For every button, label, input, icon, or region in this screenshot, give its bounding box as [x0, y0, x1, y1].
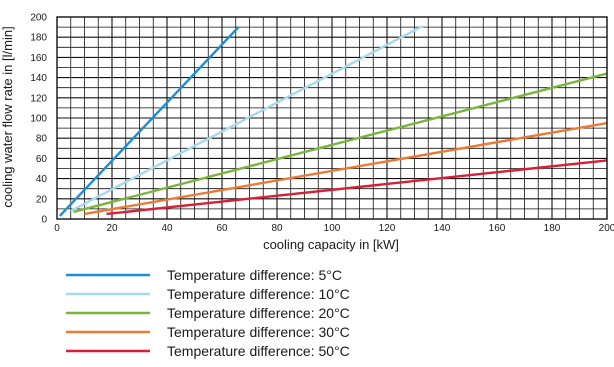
- y-tick-label: 120: [30, 93, 47, 104]
- x-tick-label: 160: [489, 223, 506, 234]
- tick-labels: 0 20 40 60 80 100 120 140 160 180 200 0 20 40 60 80 100 1…: [30, 13, 614, 235]
- chart-series-group: [58, 25, 608, 217]
- y-tick-label: 80: [36, 134, 48, 145]
- legend: Temperature difference: 5°C Temperature d…: [66, 267, 350, 359]
- plot-frame: [56, 16, 608, 220]
- legend-label-3: Temperature difference: 20°C: [167, 305, 350, 321]
- legend-label-5: Temperature difference: 50°C: [167, 343, 350, 359]
- y-tick-label: 20: [36, 194, 48, 205]
- series-line-5: [106, 159, 608, 216]
- legend-label-1: Temperature difference: 5°C: [167, 267, 342, 283]
- x-tick-label: 200: [599, 223, 614, 234]
- x-tick-label: 180: [544, 223, 561, 234]
- y-axis-title: cooling water flow rate in [l/min]: [0, 26, 15, 207]
- x-tick-label: 20: [106, 223, 118, 234]
- x-tick-label: 80: [271, 223, 283, 234]
- y-tick-label: 60: [36, 154, 48, 165]
- series-line-4: [84, 121, 608, 216]
- series-line-2: [70, 25, 424, 212]
- x-tick-label: 100: [324, 223, 341, 234]
- y-tick-label: 0: [41, 215, 47, 226]
- x-tick-label: 140: [434, 223, 451, 234]
- legend-label-4: Temperature difference: 30°C: [167, 324, 350, 340]
- plot-border: [56, 16, 608, 220]
- y-tick-label: 200: [30, 13, 47, 24]
- x-tick-label: 120: [379, 223, 396, 234]
- x-tick-label: 0: [54, 223, 60, 234]
- y-tick-label: 40: [36, 174, 48, 185]
- series-line-3: [73, 72, 608, 214]
- y-tick-label: 140: [30, 73, 47, 84]
- y-tick-label: 160: [30, 53, 47, 64]
- y-tick-label: 180: [30, 33, 47, 44]
- x-axis-title: cooling capacity in [kW]: [263, 237, 399, 252]
- y-tick-label: 100: [30, 114, 47, 125]
- series-line-1: [58, 26, 240, 217]
- legend-label-2: Temperature difference: 10°C: [167, 286, 350, 302]
- x-tick-label: 40: [161, 223, 173, 234]
- x-tick-label: 60: [216, 223, 228, 234]
